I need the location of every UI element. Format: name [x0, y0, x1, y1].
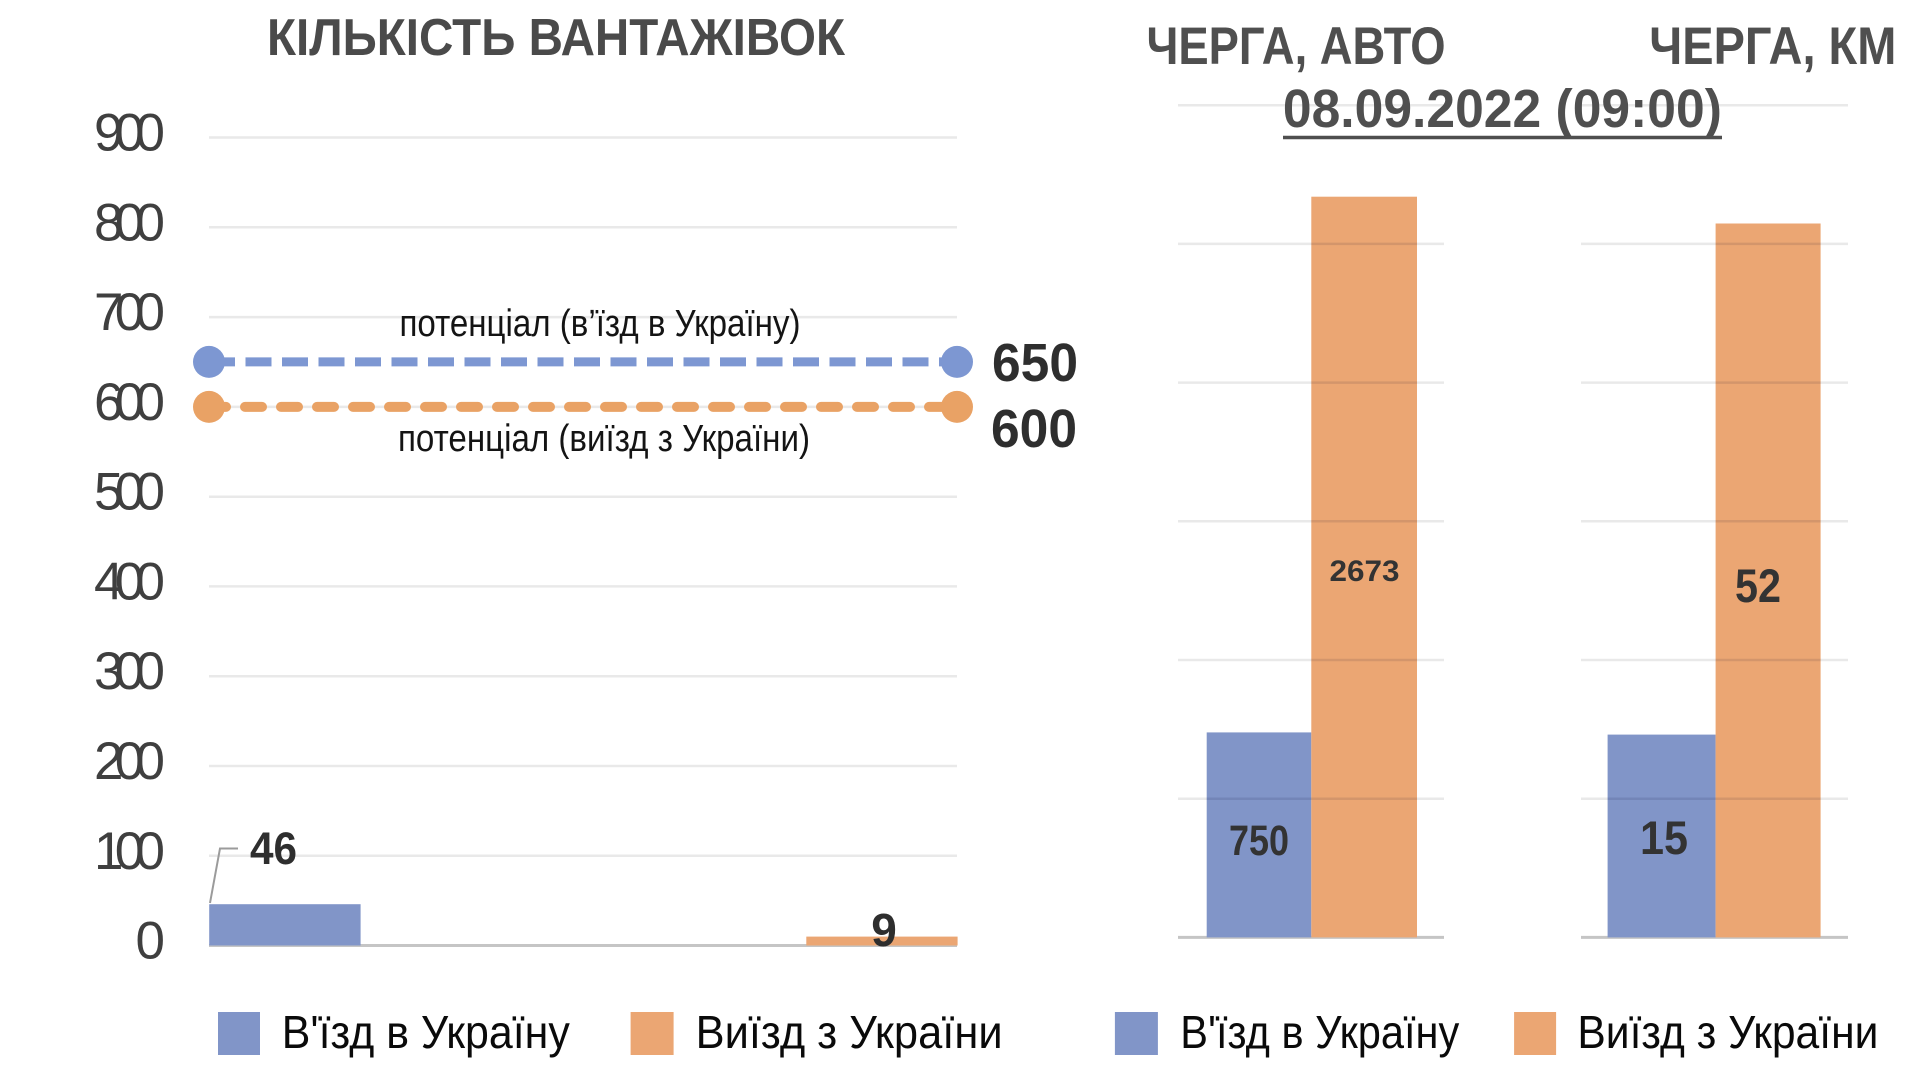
svg-text:750: 750 — [1229, 817, 1289, 865]
svg-text:9: 9 — [871, 904, 897, 956]
svg-text:600: 600 — [94, 373, 165, 432]
svg-text:200: 200 — [94, 732, 165, 791]
svg-text:700: 700 — [94, 283, 165, 342]
svg-text:52: 52 — [1735, 559, 1781, 612]
svg-text:В'їзд в Україну: В'їзд в Україну — [282, 1006, 570, 1058]
svg-text:ЧЕРГА, АВТО: ЧЕРГА, АВТО — [1147, 17, 1446, 76]
svg-text:В'їзд в Україну: В'їзд в Україну — [1180, 1006, 1459, 1058]
svg-text:08.09.2022 (09:00): 08.09.2022 (09:00) — [1283, 79, 1722, 139]
svg-text:КІЛЬКІСТЬ ВАНТАЖІВОК: КІЛЬКІСТЬ ВАНТАЖІВОК — [267, 9, 845, 67]
svg-text:800: 800 — [94, 193, 165, 252]
svg-text:600: 600 — [991, 399, 1077, 459]
svg-text:46: 46 — [250, 823, 297, 874]
svg-text:650: 650 — [992, 333, 1078, 393]
svg-text:2673: 2673 — [1330, 555, 1400, 588]
svg-text:100: 100 — [94, 822, 165, 881]
svg-text:потенціал (в’їзд в Україну): потенціал (в’їзд в Україну) — [400, 303, 801, 345]
svg-text:потенціал (виїзд з України): потенціал (виїзд з України) — [398, 418, 810, 460]
svg-text:900: 900 — [94, 104, 165, 163]
svg-text:0: 0 — [136, 912, 165, 971]
svg-text:ЧЕРГА, КМ: ЧЕРГА, КМ — [1649, 17, 1896, 76]
svg-text:500: 500 — [94, 463, 165, 522]
svg-text:Виїзд з України: Виїзд з України — [696, 1006, 1003, 1058]
svg-text:400: 400 — [94, 552, 165, 611]
svg-text:300: 300 — [94, 642, 165, 701]
svg-text:Виїзд з України: Виїзд з України — [1577, 1006, 1878, 1058]
svg-text:15: 15 — [1640, 811, 1688, 864]
